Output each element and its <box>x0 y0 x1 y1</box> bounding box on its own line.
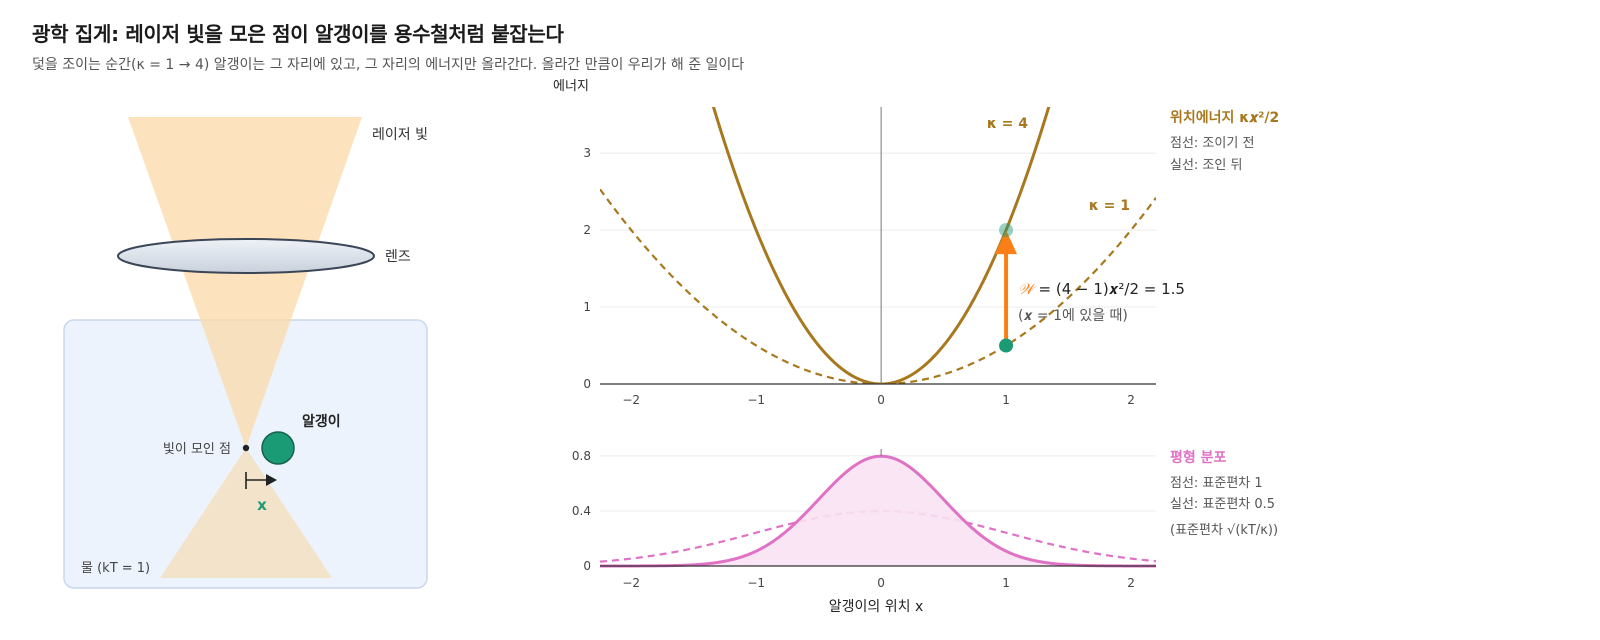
energy-legend: 위치에너지 κ𝒙²/2 점선: 조이기 전 실선: 조인 뒤 <box>1170 110 1279 173</box>
work-arrow-head-icon <box>995 230 1018 255</box>
energy-series-labels: κ = 4 κ = 1 <box>987 116 1130 214</box>
energy-chart: 0 1 2 3 −2 −1 0 1 2 에너지 κ = 4 κ = 1 𝒲 = (4 − 1)𝒙²… <box>553 79 1279 407</box>
distribution-legend-note: (표준편차 √(kT/κ)) <box>1170 523 1278 538</box>
energy-y-tick: 0 <box>583 377 591 391</box>
energy-y-tick: 3 <box>583 146 591 160</box>
distribution-legend: 평형 분포 점선: 표준편차 1 실선: 표준편차 0.5 (표준편차 √(kT… <box>1170 449 1278 538</box>
laser-label: 레이저 빛 <box>372 127 428 143</box>
point-before-tightening <box>999 338 1014 353</box>
energy-ticks: 0 1 2 3 −2 −1 0 1 2 <box>583 146 1134 407</box>
work-equation: 𝒲 = (4 − 1)𝒙²/2 = 1.5 <box>1018 280 1185 298</box>
water-label: 물 (kT = 1) <box>81 561 150 576</box>
laser-beam-bottom <box>160 448 332 578</box>
distribution-x-tick: 0 <box>877 576 885 590</box>
energy-axes <box>600 107 1156 385</box>
bead-icon <box>261 431 295 465</box>
energy-series <box>600 107 1156 384</box>
energy-y-tick: 2 <box>583 223 591 237</box>
energy-x-tick: 1 <box>1002 393 1010 407</box>
displacement-arrowhead-icon <box>266 474 277 486</box>
energy-y-tick: 1 <box>583 300 591 314</box>
laser-beam-top <box>128 117 362 448</box>
energy-legend-solid: 실선: 조인 뒤 <box>1170 158 1242 173</box>
distribution-x-tick: 2 <box>1127 576 1135 590</box>
distribution-legend-dashed: 점선: 표준편차 1 <box>1170 476 1263 491</box>
bead-label: 알갱이 <box>302 413 341 430</box>
energy-legend-title: 위치에너지 κ𝒙²/2 <box>1170 110 1279 126</box>
distribution-y-tick: 0.4 <box>572 504 591 518</box>
distribution-x-axis-label: 알갱이의 위치 x <box>829 599 923 615</box>
work-formula: = (4 − 1)𝒙²/2 = 1.5 <box>1034 280 1185 298</box>
point-after-tightening <box>999 223 1014 238</box>
lens-label: 렌즈 <box>385 249 411 265</box>
distribution-x-tick: −1 <box>747 576 765 590</box>
work-symbol: 𝒲 <box>1018 280 1037 298</box>
focus-point <box>242 444 250 452</box>
distribution-y-tick: 0 <box>583 559 591 573</box>
lens-icon <box>117 238 375 274</box>
work-condition: (𝒙 = 1에 있을 때) <box>1018 308 1128 324</box>
distribution-series <box>599 454 1157 568</box>
series-label-kappa-1: κ = 1 <box>1089 198 1130 214</box>
distribution-legend-solid: 실선: 표준편차 0.5 <box>1170 497 1275 512</box>
energy-x-tick: 0 <box>877 393 885 407</box>
optical-trap-diagram: 레이저 빛 렌즈 빛이 모인 점 알갱이 x 물 (kT = 1) <box>63 117 428 589</box>
distribution-area-fill <box>600 456 1156 566</box>
energy-y-axis-label: 에너지 <box>553 79 589 94</box>
distribution-y-tick: 0.8 <box>572 449 591 463</box>
distribution-axes <box>600 449 1156 567</box>
distribution-legend-title: 평형 분포 <box>1170 449 1227 466</box>
page-title: 광학 집게: 레이저 빛을 모은 점이 알갱이를 용수철처럼 붙잡는다 <box>32 22 564 46</box>
displacement-label: x <box>257 496 267 514</box>
energy-x-tick: −1 <box>747 393 765 407</box>
energy-x-tick: 2 <box>1127 393 1135 407</box>
distribution-x-tick: 1 <box>1002 576 1010 590</box>
distribution-x-tick: −2 <box>622 576 640 590</box>
page-subtitle: 덫을 조이는 순간(κ = 1 → 4) 알갱이는 그 자리에 있고, 그 자리… <box>32 57 745 73</box>
series-label-kappa-4: κ = 4 <box>987 116 1028 132</box>
energy-x-tick: −2 <box>622 393 640 407</box>
distribution-series-before <box>599 509 1157 563</box>
distribution-ticks: 0 0.4 0.8 −2 −1 0 1 2 <box>572 449 1135 590</box>
focus-label: 빛이 모인 점 <box>163 442 231 457</box>
work-annotation: 𝒲 = (4 − 1)𝒙²/2 = 1.5 (𝒙 = 1에 있을 때) <box>1018 280 1185 324</box>
energy-grid <box>600 152 1156 308</box>
distribution-series-after <box>600 454 1156 568</box>
energy-legend-dashed: 점선: 조이기 전 <box>1170 136 1254 151</box>
energy-series-after <box>711 107 1051 384</box>
distribution-chart: 0 0.4 0.8 −2 −1 0 1 2 알갱이의 위치 x 평형 분포 점선: 표준편차 … <box>572 449 1278 615</box>
